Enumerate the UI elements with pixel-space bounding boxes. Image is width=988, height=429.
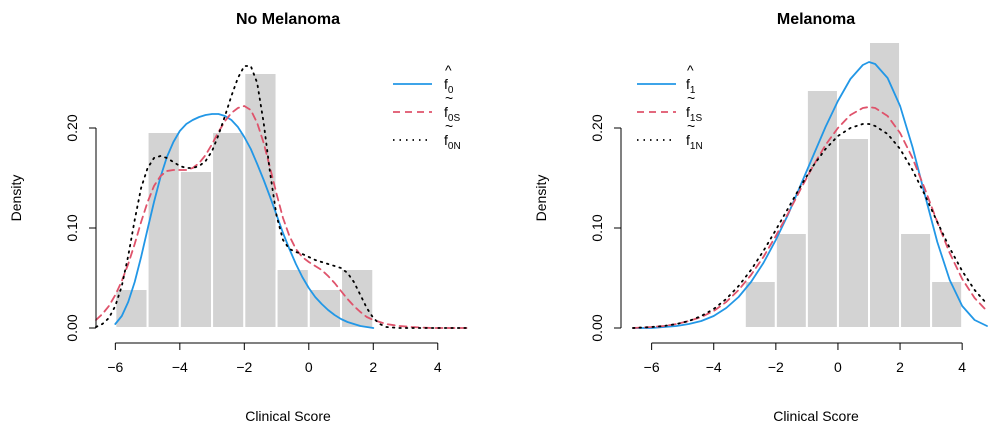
- legend-accent: ~: [445, 118, 453, 134]
- x-tick-label: 4: [958, 359, 966, 375]
- x-tick-label: −4: [706, 359, 722, 375]
- legend-entry: f1: [686, 76, 696, 96]
- x-tick-label: 4: [434, 359, 442, 375]
- x-tick-label: −6: [644, 359, 660, 375]
- y-tick-label: 0.00: [589, 314, 605, 341]
- histogram-bar: [930, 280, 964, 329]
- x-tick-label: 0: [834, 359, 842, 375]
- legend-accent: ~: [445, 90, 453, 106]
- histogram-bar: [146, 131, 181, 329]
- y-tick-label: 0.10: [64, 214, 80, 241]
- histogram-bar: [114, 288, 149, 329]
- density-curve-0: [114, 113, 375, 329]
- x-axis-label: Clinical Score: [245, 408, 331, 424]
- density-curve-1s: [632, 106, 988, 329]
- x-tick-label: 2: [896, 359, 904, 375]
- histogram-bar: [774, 232, 808, 329]
- histogram-bar: [899, 232, 933, 329]
- density-curve-0n: [95, 65, 471, 329]
- y-tick-label: 0.20: [589, 114, 605, 141]
- y-axis-label: Density: [533, 175, 549, 222]
- panel-2: Melanoma −6 −4 −2 0 2 4 Clinical Score 0.00 0.10 0…: [533, 11, 988, 424]
- legend-accent: ~: [687, 118, 695, 134]
- legend-entry: f0S: [444, 104, 460, 124]
- legend-entry: f0N: [444, 132, 461, 152]
- legend: ^f0~f0S~f0N: [393, 62, 461, 152]
- y-tick-label: 0.00: [64, 314, 80, 341]
- histogram-bar: [275, 268, 310, 329]
- histogram-bar: [836, 137, 871, 329]
- y-axis-label: Density: [8, 175, 24, 222]
- x-axis-label: Clinical Score: [773, 408, 859, 424]
- y-tick-label: 0.20: [64, 114, 80, 141]
- density-curve-1n: [632, 123, 988, 329]
- density-curve-1: [632, 61, 988, 329]
- legend-accent: ~: [687, 90, 695, 106]
- histogram-bar: [178, 170, 214, 329]
- legend-accent: ^: [445, 62, 452, 78]
- legend: ^f1~f1S~f1N: [637, 62, 703, 152]
- x-tick-label: −6: [107, 359, 123, 375]
- x-tick-label: −2: [768, 359, 784, 375]
- legend-accent: ^: [687, 62, 694, 78]
- histogram-bar: [340, 268, 375, 329]
- histogram-bar: [868, 41, 902, 329]
- legend-entry: f1S: [686, 104, 702, 124]
- x-tick-label: 2: [369, 359, 377, 375]
- x-tick-label: −4: [172, 359, 188, 375]
- chart-title: Melanoma: [777, 11, 855, 28]
- y-tick-label: 0.10: [589, 214, 605, 241]
- histogram-bar: [805, 89, 839, 329]
- histogram-bar: [743, 280, 777, 329]
- chart-title: No Melanoma: [236, 11, 340, 28]
- legend-entry: f0: [444, 76, 454, 96]
- x-tick-label: −2: [236, 359, 252, 375]
- panel-1: No Melanoma −6 −4 −2 0 2 4 Clinical Score 0.00 0.…: [8, 11, 471, 424]
- x-tick-label: 0: [305, 359, 313, 375]
- legend-entry: f1N: [686, 132, 703, 152]
- histogram-bar: [211, 131, 246, 329]
